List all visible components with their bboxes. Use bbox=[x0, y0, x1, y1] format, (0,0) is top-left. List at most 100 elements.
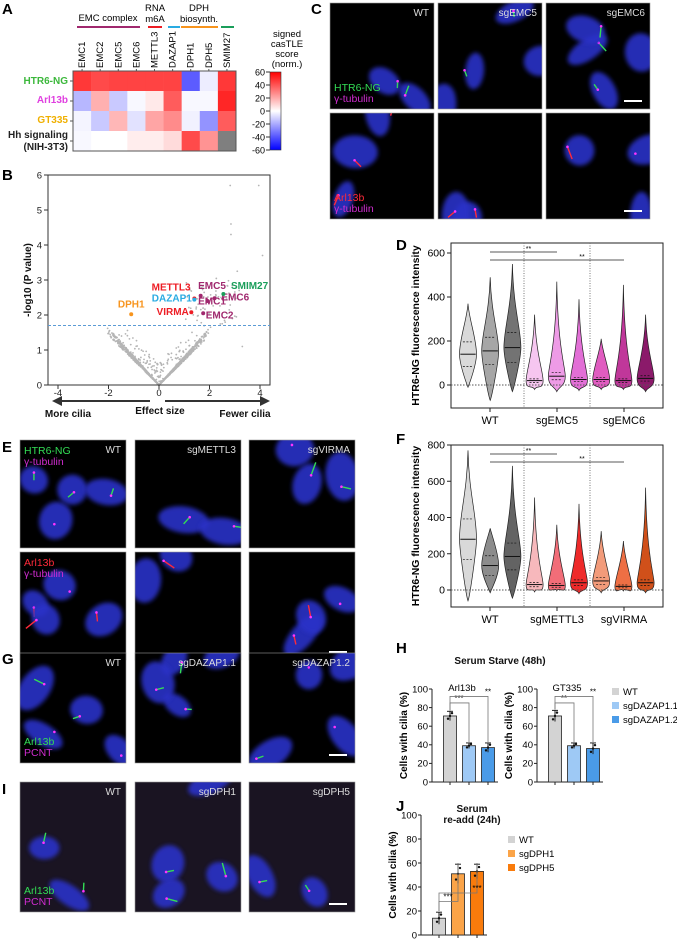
highlight-point-emc2 bbox=[201, 311, 206, 316]
panel-label-g: G bbox=[2, 651, 14, 668]
y-tick-label: 400 bbox=[427, 292, 445, 304]
significance-label: *** bbox=[472, 884, 481, 893]
nucleus bbox=[199, 517, 241, 546]
colorbar-tick-label: -60 bbox=[252, 145, 265, 155]
cilium bbox=[179, 662, 183, 674]
centrosome bbox=[32, 471, 36, 474]
gene-point bbox=[204, 308, 206, 311]
gene-point bbox=[226, 284, 229, 287]
image-content bbox=[22, 570, 123, 637]
gene-point bbox=[194, 339, 196, 342]
centrosome bbox=[597, 41, 601, 45]
gene-point bbox=[184, 318, 187, 321]
gene-point bbox=[176, 364, 179, 367]
gene-point bbox=[185, 348, 187, 351]
colorbar-title-3: score bbox=[275, 49, 298, 60]
centrosome bbox=[32, 606, 36, 609]
highlight-point-virma bbox=[189, 310, 194, 315]
image-border bbox=[545, 2, 651, 110]
nucleus bbox=[323, 585, 355, 613]
microscopy-image bbox=[545, 112, 651, 220]
panel-label-j: J bbox=[396, 798, 404, 815]
image-content bbox=[564, 134, 650, 219]
microscopy-image: sgEMC6 bbox=[545, 2, 658, 110]
gene-point bbox=[129, 343, 132, 346]
heatmap-cell bbox=[145, 111, 164, 132]
nucleus bbox=[624, 33, 650, 72]
nucleus bbox=[523, 45, 542, 77]
gene-point bbox=[138, 362, 141, 365]
gene-point bbox=[182, 351, 185, 354]
gene-point bbox=[109, 335, 112, 338]
microscopy-image: sgDAZAP1.1 bbox=[134, 652, 242, 764]
centrosome bbox=[309, 615, 312, 619]
y-axis-label: Cells with cilia (%) bbox=[388, 831, 399, 918]
nucleus bbox=[57, 474, 88, 505]
column-label-dph5: DPH5 bbox=[204, 43, 215, 68]
y-tick-label: 4 bbox=[37, 240, 42, 251]
more-cilia-label: More cilia bbox=[45, 409, 92, 420]
violin-sgemc5 bbox=[547, 281, 566, 393]
gene-point bbox=[192, 314, 195, 316]
centrosome bbox=[453, 210, 457, 213]
nucleus bbox=[20, 665, 54, 711]
legend-label: sgDPH5 bbox=[519, 863, 554, 874]
heatmap-cell bbox=[181, 131, 201, 152]
gene-point bbox=[122, 347, 125, 350]
gene-point bbox=[152, 357, 155, 360]
gene-point bbox=[125, 347, 128, 349]
violin-sgmettl3 bbox=[525, 497, 544, 593]
nucleus bbox=[203, 653, 240, 670]
significance-bracket bbox=[449, 696, 489, 743]
heatmap-cell bbox=[127, 131, 146, 152]
centrosome bbox=[596, 88, 600, 91]
panel-label-d: D bbox=[396, 237, 407, 254]
centrosome bbox=[164, 870, 168, 874]
image-background bbox=[438, 3, 542, 109]
heatmap-cell bbox=[127, 91, 146, 112]
gene-point bbox=[121, 344, 124, 346]
cilium bbox=[341, 486, 352, 490]
image-content bbox=[368, 67, 431, 109]
centrosome bbox=[473, 208, 477, 211]
heatmap-cell bbox=[199, 111, 219, 132]
y-tick-label: 20 bbox=[417, 759, 428, 770]
y-tick-label: 100 bbox=[401, 810, 417, 821]
centrosome bbox=[512, 9, 515, 13]
gene-point bbox=[125, 351, 128, 354]
nucleus bbox=[85, 602, 123, 637]
gene-point bbox=[175, 353, 178, 356]
gene-point bbox=[147, 366, 149, 369]
panel-label-a: A bbox=[2, 1, 13, 18]
y-tick-label: 0 bbox=[439, 380, 445, 392]
gene-point bbox=[226, 312, 229, 315]
gene-point bbox=[178, 363, 181, 366]
gene-point bbox=[225, 298, 228, 300]
cilium bbox=[566, 146, 573, 160]
nucleus bbox=[249, 854, 276, 898]
condition-label-sgvirma: sgVIRMA bbox=[308, 445, 351, 456]
gene-point bbox=[151, 368, 153, 371]
centrosome bbox=[655, 46, 658, 49]
image-content bbox=[283, 585, 355, 656]
point-label-emc1: EMC1 bbox=[198, 297, 226, 308]
centrosome bbox=[180, 661, 184, 664]
y-tick-label: 3 bbox=[37, 275, 42, 286]
cilium bbox=[310, 462, 317, 476]
heatmap-cell bbox=[109, 131, 128, 152]
nucleus bbox=[590, 71, 618, 109]
image-content bbox=[438, 3, 542, 109]
group-label-biosynth: biosynth. bbox=[180, 14, 218, 25]
point-label-virma: VIRMA bbox=[157, 307, 189, 318]
replicate-dot bbox=[437, 917, 441, 920]
gene-point bbox=[188, 287, 191, 289]
gene-point bbox=[153, 372, 156, 374]
x-category-label: sgEMC6 bbox=[603, 415, 645, 427]
gene-point bbox=[177, 346, 180, 348]
channel-label-2: PCNT bbox=[24, 896, 53, 908]
gene-point bbox=[162, 370, 164, 373]
condition-label-wt: WT bbox=[105, 445, 121, 456]
gene-point bbox=[150, 376, 153, 378]
heatmap-cell bbox=[163, 91, 182, 112]
